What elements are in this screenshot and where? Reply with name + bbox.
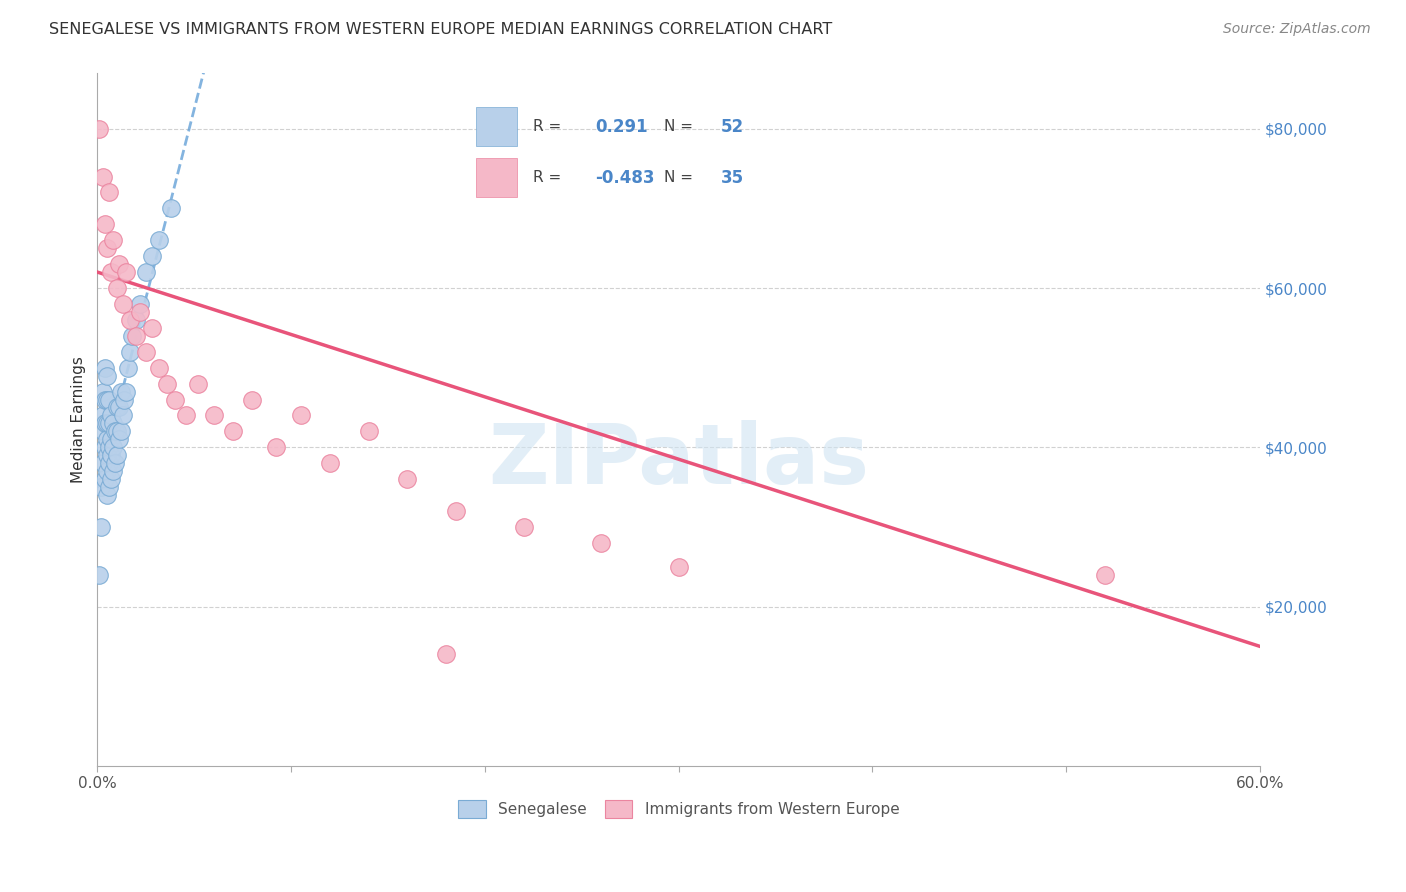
Point (98, 392, 121, 407)
Point (125, 313, 148, 327)
Point (187, 376, 209, 391)
Point (115, 384, 138, 399)
Point (101, 440, 124, 454)
Point (101, 233, 124, 247)
Point (90, 520, 112, 534)
Point (148, 360, 170, 375)
Point (101, 417, 124, 431)
Point (120, 313, 142, 327)
Point (100, 433, 122, 447)
Point (100, 472, 122, 486)
Point (148, 233, 170, 247)
Point (91, 456, 114, 470)
Point (98, 186, 121, 200)
Point (104, 456, 127, 470)
Point (668, 559, 690, 574)
Point (156, 376, 179, 391)
Point (96, 368, 118, 383)
Point (91, 169, 114, 184)
Point (107, 257, 129, 271)
Point (98, 456, 121, 470)
Point (396, 472, 419, 486)
Point (105, 281, 128, 295)
Point (114, 392, 136, 407)
Point (96, 464, 118, 478)
Text: Source: ZipAtlas.com: Source: ZipAtlas.com (1223, 22, 1371, 37)
Point (94, 417, 117, 431)
Point (96, 433, 118, 447)
Y-axis label: Median Earnings: Median Earnings (72, 356, 86, 483)
Point (96, 417, 118, 431)
Point (434, 648, 457, 662)
Point (141, 321, 163, 335)
Point (117, 360, 139, 375)
Point (105, 425, 128, 439)
Point (129, 297, 152, 311)
Point (290, 409, 312, 423)
Point (160, 202, 183, 216)
Point (222, 425, 245, 439)
Point (120, 344, 142, 359)
Point (129, 305, 152, 319)
Point (94, 440, 117, 454)
Point (96, 448, 118, 462)
Point (90, 480, 112, 494)
Point (98, 417, 121, 431)
Point (89, 567, 111, 582)
Point (91, 409, 114, 423)
Point (110, 384, 132, 399)
Point (357, 425, 380, 439)
Point (176, 409, 198, 423)
Point (105, 401, 128, 415)
Point (141, 249, 163, 263)
Point (94, 360, 117, 375)
Point (105, 448, 128, 462)
Point (107, 401, 129, 415)
Point (91, 384, 114, 399)
Point (110, 425, 132, 439)
Text: ZIPatlas: ZIPatlas (488, 420, 869, 501)
Point (240, 392, 263, 407)
Legend: Senegalese, Immigrants from Western Europe: Senegalese, Immigrants from Western Euro… (451, 794, 905, 824)
Point (96, 241, 118, 255)
Point (89, 121, 111, 136)
Point (98, 440, 121, 454)
Point (135, 344, 157, 359)
Point (91, 425, 114, 439)
Point (591, 536, 613, 550)
Point (100, 265, 122, 279)
Point (101, 464, 124, 478)
Point (115, 265, 138, 279)
Point (125, 328, 148, 343)
Point (512, 520, 534, 534)
Point (264, 440, 287, 454)
Point (94, 472, 117, 486)
Point (319, 456, 342, 470)
Point (107, 433, 129, 447)
Point (96, 392, 118, 407)
Point (96, 488, 118, 502)
Point (444, 504, 467, 518)
Point (94, 217, 117, 231)
Point (100, 409, 122, 423)
Point (98, 480, 121, 494)
Point (121, 328, 143, 343)
Point (1094, 567, 1116, 582)
Point (111, 297, 134, 311)
Point (202, 409, 225, 423)
Text: SENEGALESE VS IMMIGRANTS FROM WESTERN EUROPE MEDIAN EARNINGS CORRELATION CHART: SENEGALESE VS IMMIGRANTS FROM WESTERN EU… (49, 22, 832, 37)
Point (111, 409, 134, 423)
Point (100, 448, 122, 462)
Point (135, 265, 157, 279)
Point (94, 392, 117, 407)
Point (104, 425, 127, 439)
Point (163, 392, 186, 407)
